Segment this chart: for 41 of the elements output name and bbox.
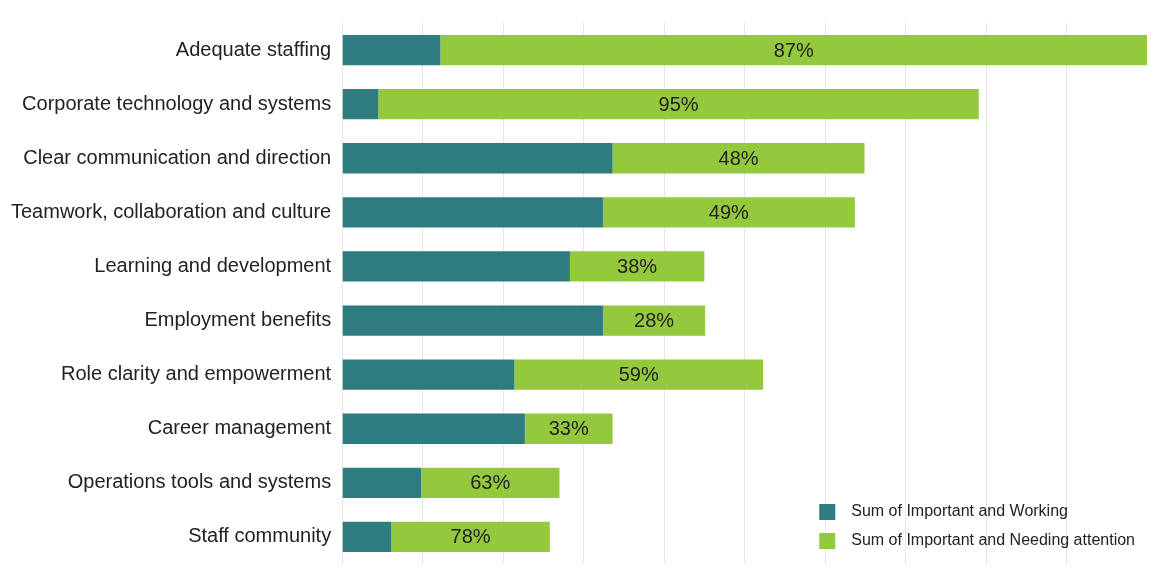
annotation: 59%	[618, 363, 659, 386]
bar	[342, 197, 603, 228]
bar	[342, 359, 515, 390]
y-tick-label: Clear communication and direction	[23, 145, 332, 168]
y-tick-label: Adequate staffing	[175, 37, 332, 60]
bar	[514, 359, 764, 390]
annotation: 78%	[450, 525, 491, 548]
annotation: 33%	[548, 417, 589, 440]
bar	[342, 251, 570, 282]
bar	[612, 143, 865, 174]
annotation: 48%	[718, 146, 759, 169]
bar	[602, 197, 855, 228]
bar	[569, 251, 705, 282]
bar	[421, 467, 560, 498]
legend-label: Sum of Important and Working	[851, 502, 1068, 520]
bar	[342, 89, 379, 120]
bar	[342, 34, 441, 66]
bar	[342, 305, 603, 336]
annotation: 49%	[708, 200, 750, 223]
legend-label: Sum of Important and Needing attention	[851, 531, 1135, 549]
y-tick-label: Learning and development	[94, 253, 332, 276]
bar	[440, 34, 1147, 66]
bar	[378, 89, 979, 120]
bar	[342, 521, 392, 553]
y-tick-label: Staff community	[188, 524, 332, 547]
y-tick-label: Corporate technology and systems	[22, 91, 332, 114]
annotation: 87%	[773, 38, 814, 61]
y-tick-label: Career management	[147, 416, 332, 439]
annotation: 63%	[470, 471, 511, 494]
y-tick-label: Employment benefits	[144, 308, 332, 331]
y-tick-label: Teamwork, collaboration and culture	[10, 199, 332, 222]
y-tick-label: Operations tools and systems	[67, 470, 332, 493]
annotation: 38%	[617, 254, 658, 277]
annotation: 28%	[634, 309, 675, 332]
bar	[342, 143, 613, 174]
bar	[391, 521, 550, 553]
bar	[342, 467, 422, 498]
bar	[342, 413, 525, 444]
annotation: 95%	[658, 92, 699, 115]
bar	[602, 305, 706, 336]
y-tick-label: Role clarity and empowerment	[61, 362, 332, 385]
